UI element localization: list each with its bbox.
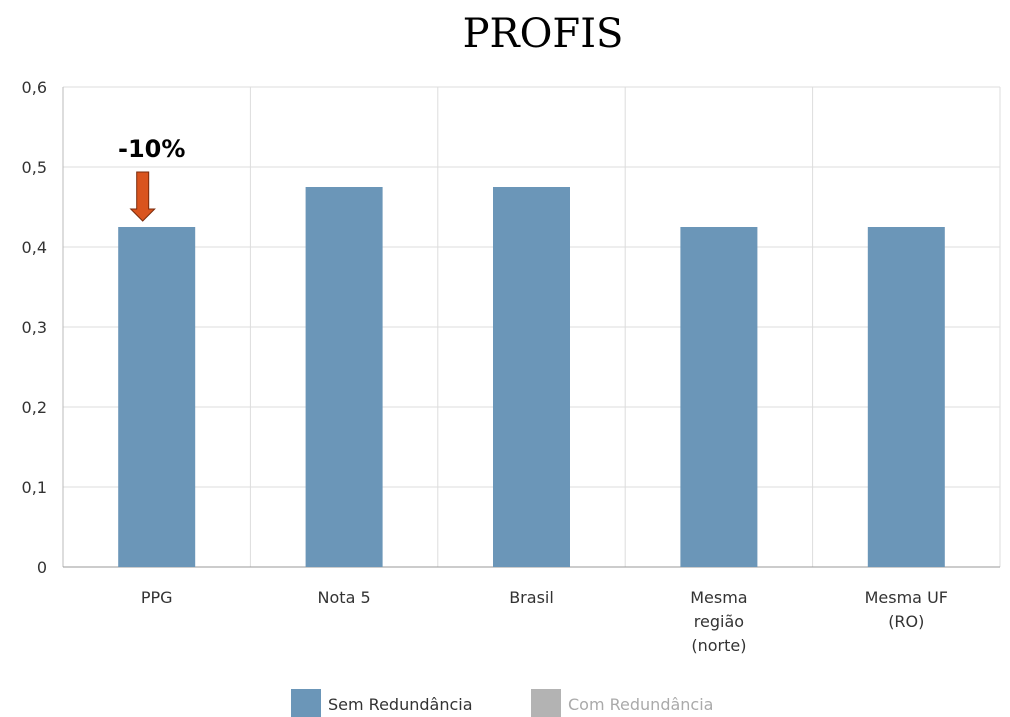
bars [118, 187, 945, 567]
y-tick-label: 0,3 [22, 318, 47, 337]
y-tick-label: 0 [37, 558, 47, 577]
bar-brasil[interactable] [493, 187, 570, 567]
y-tick-label: 0,6 [22, 78, 47, 97]
x-tick-label: Brasil [509, 588, 554, 607]
bar-mesma-regi-o-norte-[interactable] [680, 227, 758, 567]
legend-label[interactable]: Com Redundância [568, 695, 713, 714]
annotation: -10% [118, 135, 185, 222]
bar-nota-5[interactable] [305, 187, 383, 567]
x-tick-label: Mesma região (norte) [690, 588, 747, 655]
grid [62, 86, 1001, 567]
y-tick-label: 0,2 [22, 398, 47, 417]
chart-title: PROFIS [463, 11, 624, 57]
x-tick-label: PPG [141, 588, 173, 607]
y-tick-label: 0,5 [22, 158, 47, 177]
legend-swatch[interactable] [291, 689, 321, 717]
category-labels: PPG Nota 5 Brasil Mesma região (norte) Mesma U… [141, 588, 948, 655]
legend-label[interactable]: Sem Redundância [328, 695, 473, 714]
bar-mesma-uf-ro-[interactable] [867, 227, 945, 567]
legend[interactable]: Sem Redundância Com Redundância [291, 689, 713, 717]
x-tick-label: Mesma UF (RO) [865, 588, 948, 631]
y-tick-label: 0,1 [22, 478, 47, 497]
bar-ppg[interactable] [118, 227, 196, 567]
x-tick-label: Nota 5 [318, 588, 371, 607]
down-arrow-icon [129, 171, 156, 222]
y-tick-label: 0,4 [22, 238, 47, 257]
legend-swatch[interactable] [531, 689, 561, 717]
annotation-label: -10% [118, 135, 185, 163]
